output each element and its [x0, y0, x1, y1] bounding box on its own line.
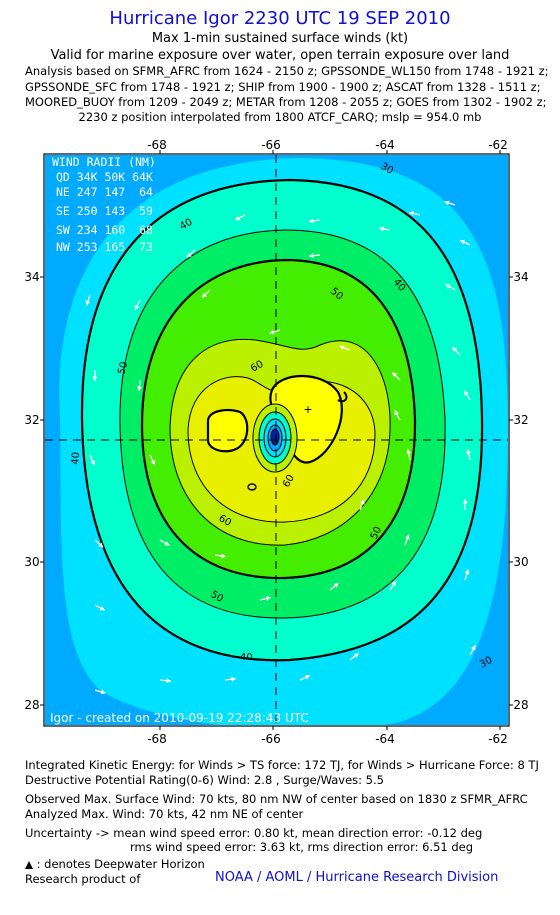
lat-tick-right: 34	[513, 270, 528, 284]
uncertainty-mean: Uncertainty -> mean wind speed error: 0.…	[25, 826, 483, 840]
analysis-line: GPSSONDE_SFC from 1748 - 1921 z; SHIP fr…	[25, 79, 541, 94]
lat-tick-left: 32	[24, 413, 39, 427]
research-label: Research product of	[25, 872, 141, 886]
band-70kt-w	[206, 409, 249, 453]
wind-arrow-head	[269, 329, 275, 335]
wind-arrow-head	[201, 292, 207, 298]
wind-arrow-head	[134, 304, 140, 310]
lat-tick-left: 30	[24, 555, 39, 569]
wind-arrow-head	[100, 689, 106, 695]
lon-tick-bottom: -64	[375, 732, 395, 745]
wind-arrow-head	[445, 284, 451, 289]
wind-arrow-head	[460, 239, 466, 245]
wind-arrow-head	[462, 499, 468, 504]
wind-radii-table: WIND RADII (NM) QD 34K 50K 64K NE 247 14…	[52, 155, 156, 254]
analysis-line: Analysis based on SFMR_AFRC from 1624 - …	[25, 64, 549, 78]
wind-radii-header: QD 34K 50K 64K	[56, 170, 153, 184]
wind-arrow-head	[85, 300, 91, 306]
wind-radii-row: SW 234 160 68	[56, 223, 153, 237]
position-note: 2230 z position interpolated from 1800 A…	[78, 110, 482, 124]
observed-max-wind: Observed Max. Surface Wind: 70 kts, 80 n…	[25, 792, 528, 806]
map-ticks	[40, 150, 513, 730]
lat-tick-left: 34	[24, 270, 39, 284]
lon-tick-top: -64	[375, 138, 395, 152]
wind-arrow-head	[394, 410, 400, 416]
wind-arrow-head	[409, 211, 415, 216]
wind-arrow-head	[231, 676, 236, 682]
wind-contours: + 30 30 40 40 40 40 50 50 50 50 60 60 60	[45, 155, 508, 725]
oil-rig-icon	[25, 860, 33, 869]
wind-arrow-head	[333, 583, 339, 588]
wind-arrow-head	[464, 569, 470, 575]
deepwater-label: : denotes Deepwater Horizon	[36, 857, 205, 871]
wind-radii-title: WIND RADII (NM)	[52, 155, 156, 169]
max-wind-marker: +	[303, 403, 312, 416]
lat-tick-right: 32	[513, 413, 528, 427]
map-credit: Igor - created on 2010-09-19 22:28:43 UT…	[50, 711, 309, 725]
lon-tick-bottom: -66	[261, 732, 281, 745]
wind-arrow-head	[309, 218, 314, 224]
wind-arrow-head	[136, 386, 142, 391]
contour-label: 40	[70, 452, 82, 466]
wind-arrow-head	[304, 674, 310, 680]
wind-arrow-head	[353, 653, 359, 658]
wind-arrow-head	[404, 534, 410, 540]
wind-arrow-head	[92, 376, 98, 381]
wind-arrow-head	[379, 226, 384, 232]
wind-arrow-head	[166, 678, 171, 684]
uncertainty-rms: rms wind speed error: 3.63 kt, rms direc…	[130, 840, 474, 854]
noaa-credit: NOAA / AOML / Hurricane Research Divisio…	[215, 870, 499, 885]
wind-arrow-head	[392, 372, 398, 378]
map-subtitle: Max 1-min sustained surface winds (kt)	[151, 31, 409, 46]
lon-tick-bottom: -68	[147, 732, 167, 745]
contour-label: 50	[116, 361, 130, 376]
map-frame	[43, 153, 510, 727]
lon-tick-top: -68	[147, 138, 167, 152]
lon-tick-top: -66	[261, 138, 281, 152]
contour-label: 40	[240, 652, 253, 663]
wind-arrow-head	[186, 252, 192, 258]
deepwater-legend: : denotes Deepwater Horizon	[25, 857, 205, 871]
wind-arrow-head	[359, 499, 365, 505]
validity-note: Valid for marine exposure over water, op…	[50, 48, 510, 63]
contour-label: 50	[369, 525, 384, 541]
wind-arrow-head	[406, 449, 412, 454]
wind-arrow-head	[391, 580, 397, 586]
map-title: Hurricane Igor 2230 UTC 19 SEP 2010	[109, 8, 451, 29]
wind-arrow-head	[150, 459, 156, 465]
wind-arrow-head	[98, 542, 104, 548]
small-contour	[247, 483, 257, 491]
lon-tick-top: -62	[488, 138, 508, 152]
lat-tick-right: 30	[513, 555, 528, 569]
wind-arrow-head	[235, 215, 241, 221]
ike-text: Integrated Kinetic Energy: for Winds > T…	[25, 758, 539, 772]
wind-arrow-head	[466, 449, 471, 455]
analysis-line: MOORED_BUOY from 1209 - 2049 z; METAR fr…	[25, 95, 547, 109]
lat-tick-right: 28	[513, 698, 528, 712]
wind-arrow-head	[99, 605, 105, 611]
lon-tick-bottom: -62	[488, 732, 508, 745]
analysis-sources: Analysis based on SFMR_AFRC from 1624 - …	[25, 64, 549, 111]
wind-arrow-head	[464, 390, 469, 396]
wind-arrow-head	[470, 645, 476, 651]
wind-arrow-head	[444, 200, 450, 206]
eye-center	[270, 428, 280, 446]
dpr-text: Destructive Potential Rating(0-6) Wind: …	[25, 773, 384, 787]
wind-radii-row: NW 253 165 73	[56, 240, 153, 254]
wind-arrow-head	[339, 345, 345, 351]
buoy-marker	[337, 391, 348, 403]
wind-radii-row: SE 250 143 59	[56, 204, 153, 218]
analyzed-max-wind: Analyzed Max. Wind: 70 kts, 42 nm NE of …	[25, 807, 304, 821]
wind-field-map: -68 -66 -64 -62 -68 -66 -64 -62 34 32 30…	[24, 138, 528, 745]
wind-arrows	[85, 200, 476, 695]
wind-arrow-head	[265, 596, 271, 601]
wind-arrow-head	[452, 347, 458, 352]
wind-arrow-head	[164, 541, 170, 546]
wind-arrow-head	[309, 253, 314, 259]
wind-radii-row: NE 247 147 64	[56, 185, 153, 199]
wind-arrow-head	[90, 460, 95, 466]
lat-tick-left: 28	[24, 698, 39, 712]
wind-arrow-head	[221, 553, 226, 559]
